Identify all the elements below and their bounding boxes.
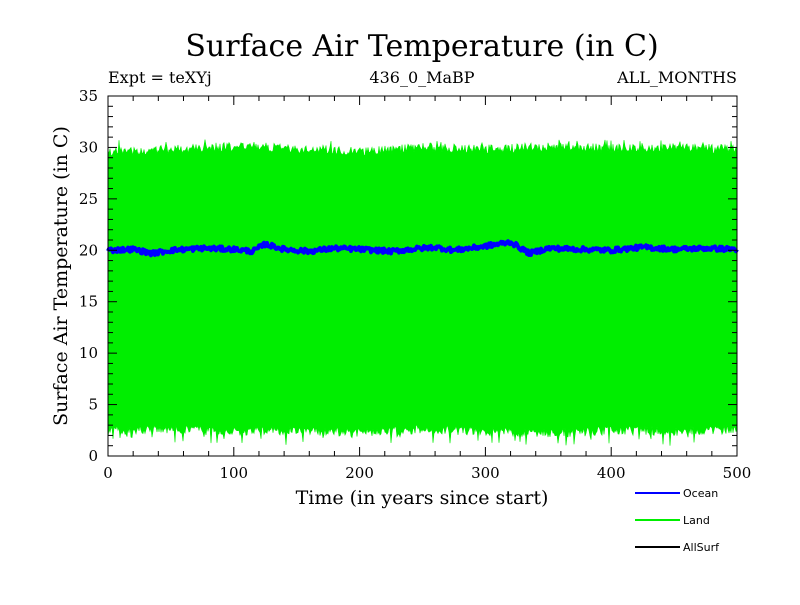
x-tick-label: 500 — [723, 464, 752, 482]
y-tick-label: 35 — [79, 87, 98, 105]
chart-title: Surface Air Temperature (in C) — [185, 29, 658, 64]
land-series-band — [107, 139, 738, 446]
months-label: ALL_MONTHS — [616, 68, 737, 87]
expt-label: Expt = teXYj — [108, 68, 212, 87]
y-tick-label: 25 — [79, 190, 98, 208]
y-tick-label: 10 — [79, 344, 98, 362]
axes: 0 5 10 15 20 25 30 35 0 100 200 300 400 500 — [79, 87, 751, 482]
x-axis-label: Time (in years since start) — [296, 487, 549, 509]
legend-label-ocean: Ocean — [683, 487, 718, 500]
legend-label-land: Land — [683, 514, 710, 527]
run-label: 436_0_MaBP — [369, 68, 474, 87]
x-tick-label: 400 — [597, 464, 626, 482]
x-tick-label: 100 — [219, 464, 248, 482]
plot-area — [106, 139, 739, 446]
x-tick-label: 200 — [345, 464, 374, 482]
plot-frame — [107, 95, 738, 457]
x-tick-label: 0 — [103, 464, 113, 482]
ocean-series-line — [106, 239, 739, 258]
x-tick-label: 300 — [471, 464, 500, 482]
y-axis-label: Surface Air Temperature (in C) — [50, 126, 72, 426]
y-tick-label: 30 — [79, 138, 98, 156]
y-tick-label: 0 — [88, 447, 98, 465]
legend-label-allsurf: AllSurf — [683, 541, 720, 554]
y-tick-label: 20 — [79, 241, 98, 259]
y-tick-label: 5 — [88, 396, 98, 414]
y-tick-label: 15 — [79, 293, 98, 311]
legend: Ocean Land AllSurf — [635, 487, 720, 554]
